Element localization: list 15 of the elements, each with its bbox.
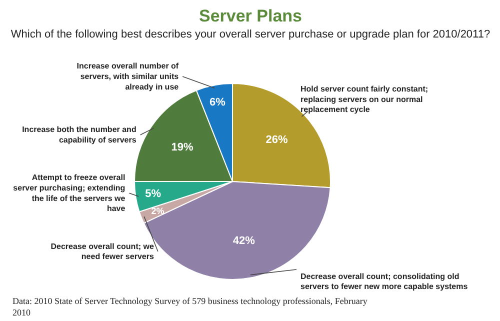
slice-label: Increase overall number of servers, with similar units already in use (76, 62, 180, 92)
slice-label: Increase both the number and capability of servers (22, 125, 137, 145)
slice-label: Decrease overall count; consolidating old servers to fewer new more capable systems (300, 272, 468, 292)
text: Data: 2010 State of Server Technology Survey of 579 business technology professionals, February 2010 (12, 296, 368, 318)
data-label: 2% (151, 206, 164, 216)
slice-label: Decrease overall count; we need fewer servers (50, 242, 154, 262)
slice-label: Attempt to freeze overall server purchasing; extending the life of the servers we have (13, 173, 126, 214)
slice-label: Hold server count fairly constant; replacing servers on our normal replacement cycle (300, 84, 428, 114)
chart-subtitle: Which of the following best describes your overall server purchase or upgrade plan for 2010/2011? (10, 28, 490, 40)
data-label: 19% (171, 141, 194, 154)
data-label: 5% (145, 188, 162, 200)
data-label: 42% (232, 235, 256, 248)
data-label: 26% (266, 134, 288, 146)
chart-title: Server Plans (198, 6, 302, 26)
data-label: 6% (209, 96, 226, 109)
